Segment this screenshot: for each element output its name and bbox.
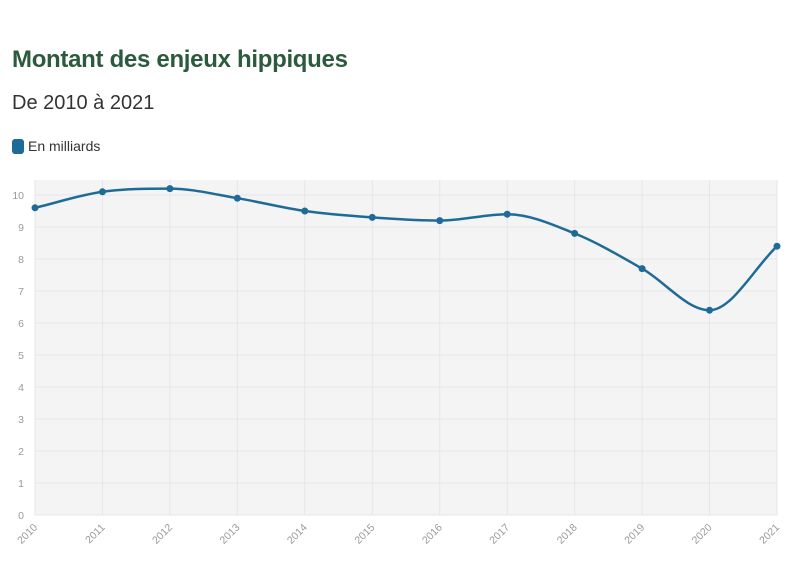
x-tick-label: 2020: [690, 522, 715, 547]
chart-subtitle: De 2010 à 2021: [12, 92, 155, 114]
data-point-2017[interactable]: [503, 210, 511, 218]
y-tick-label: 0: [18, 510, 24, 522]
data-point-2020[interactable]: [706, 306, 714, 314]
y-tick-label: 10: [12, 190, 24, 202]
y-tick-label: 7: [18, 286, 24, 298]
y-tick-label: 3: [18, 414, 24, 426]
x-tick-label: 2016: [420, 522, 445, 547]
data-point-2015[interactable]: [368, 213, 376, 221]
x-tick-label: 2013: [217, 522, 242, 547]
y-tick-label: 6: [18, 318, 24, 330]
data-point-2014[interactable]: [301, 207, 309, 215]
plot-area: [35, 180, 777, 515]
x-tick-label: 2021: [757, 522, 782, 547]
y-tick-label: 1: [18, 478, 24, 490]
x-tick-label: 2019: [622, 522, 647, 547]
y-tick-label: 5: [18, 350, 24, 362]
chart-title: Montant des enjeux hippiques: [12, 46, 348, 73]
legend-swatch: [12, 138, 24, 154]
data-point-2021[interactable]: [773, 242, 781, 250]
x-tick-label: 2018: [555, 522, 580, 547]
data-point-2016[interactable]: [436, 217, 444, 225]
x-tick-label: 2017: [487, 522, 512, 547]
data-point-2010[interactable]: [31, 204, 39, 212]
y-tick-label: 2: [18, 446, 24, 458]
data-point-2012[interactable]: [166, 185, 174, 193]
y-tick-label: 8: [18, 254, 24, 266]
data-point-2011[interactable]: [98, 188, 106, 196]
data-point-2019[interactable]: [638, 265, 646, 273]
data-point-2013[interactable]: [233, 194, 241, 202]
x-tick-label: 2012: [150, 522, 175, 547]
legend[interactable]: En milliards: [12, 138, 100, 154]
x-tick-label: 2011: [83, 522, 108, 547]
x-tick-label: 2014: [285, 522, 310, 547]
y-tick-label: 9: [18, 222, 24, 234]
x-tick-label: 2010: [15, 522, 40, 547]
legend-label: En milliards: [28, 138, 101, 154]
data-point-2018[interactable]: [571, 229, 579, 237]
x-tick-label: 2015: [352, 522, 377, 547]
y-tick-label: 4: [18, 382, 24, 394]
